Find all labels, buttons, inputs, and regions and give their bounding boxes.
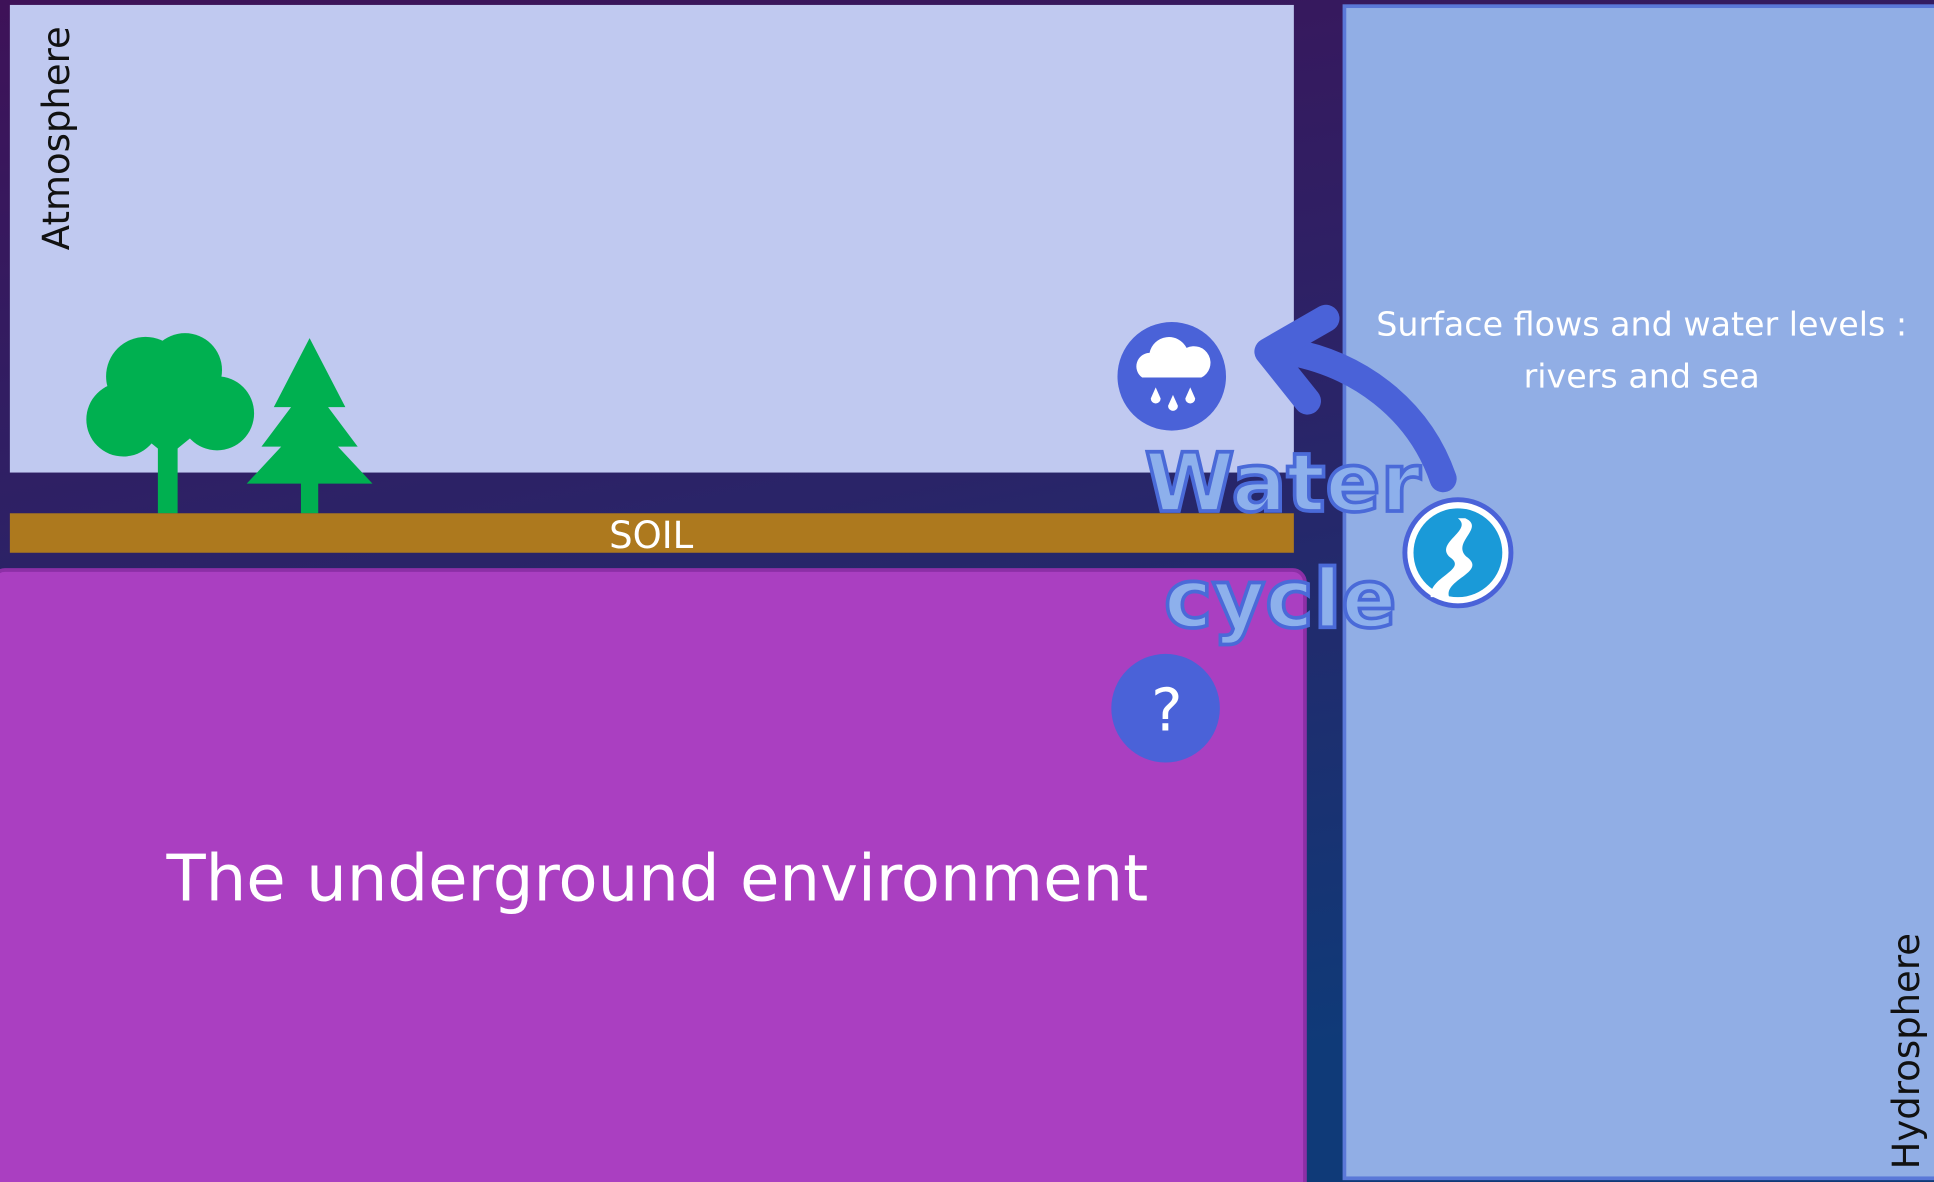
hydrosphere-description: Surface flows and water levels :: [1376, 305, 1907, 344]
page: {"panels": { "atmosphere": {"label": "At…: [0, 0, 1934, 1182]
underground-title: The underground environment: [165, 842, 1148, 917]
hydrosphere-label: Hydrosphere: [1885, 933, 1928, 1169]
soil-label: SOIL: [609, 514, 694, 557]
hydrosphere-description: rivers and sea: [1524, 356, 1760, 395]
rain-icon: [1117, 322, 1226, 431]
atmosphere-label: Atmosphere: [35, 26, 78, 250]
unknown-label: ?: [1151, 675, 1182, 744]
water-cycle-title: Water: [1145, 436, 1421, 531]
water-cycle-title: cycle: [1164, 552, 1397, 647]
diagram: Atmosphere SOIL The underground environm…: [0, 0, 1934, 1182]
